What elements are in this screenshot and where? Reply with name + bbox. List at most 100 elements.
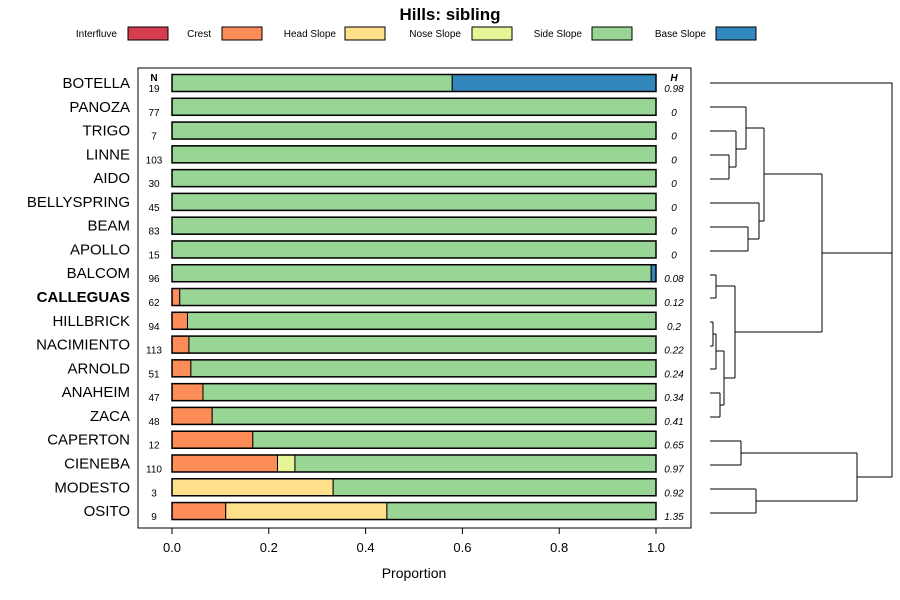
h-column-header: H xyxy=(670,73,678,84)
series-label: CAPERTON xyxy=(47,432,130,449)
n-value: 19 xyxy=(148,84,160,95)
h-value: 0 xyxy=(671,203,677,214)
bar-segment xyxy=(386,502,657,521)
n-value: 12 xyxy=(148,441,160,452)
bar-outline xyxy=(171,430,657,449)
h-value: 0 xyxy=(671,132,677,143)
bar-segment xyxy=(171,216,657,235)
bar-segment xyxy=(171,169,657,188)
h-value: 0.65 xyxy=(664,441,684,452)
h-value: 0.41 xyxy=(664,417,683,428)
bar-segment xyxy=(171,454,279,473)
legend-swatch xyxy=(344,26,386,41)
bar-segment xyxy=(171,240,657,259)
bar-segment xyxy=(186,311,657,330)
n-value: 30 xyxy=(148,179,160,190)
x-axis-label: Proportion xyxy=(382,565,447,581)
bar-segment xyxy=(171,264,652,283)
bar-segment xyxy=(171,97,657,116)
x-tick-label: 0.0 xyxy=(163,540,181,555)
series-label: BELLYSPRING xyxy=(27,194,130,211)
h-value: 0.97 xyxy=(664,464,684,475)
bar-segment xyxy=(171,74,453,92)
n-value: 77 xyxy=(148,108,160,119)
n-value: 83 xyxy=(148,227,160,238)
n-value: 7 xyxy=(151,132,157,143)
h-value: 0.12 xyxy=(664,298,684,309)
bar-segment xyxy=(171,359,192,378)
bar-segment xyxy=(179,288,657,307)
series-label: BOTELLA xyxy=(62,75,130,92)
bar-outline xyxy=(171,359,657,378)
bar-segment xyxy=(171,383,204,402)
series-label: ZACA xyxy=(90,408,130,425)
legend-label: Head Slope xyxy=(284,29,337,40)
series-label: AIDO xyxy=(93,170,130,187)
series-label: HILLBRICK xyxy=(52,313,130,330)
bar-outline xyxy=(171,216,657,235)
bar-segment xyxy=(171,145,657,164)
bar-outline xyxy=(171,121,657,140)
bar-segment xyxy=(171,121,657,140)
x-axis: 0.0 0.2 0.4 0.6 0.8 1.0 xyxy=(163,528,665,555)
series-label: BEAM xyxy=(87,218,130,235)
n-value: 48 xyxy=(148,417,160,428)
bar-outline xyxy=(171,501,657,521)
bar-outline xyxy=(171,478,657,497)
h-value: 0.98 xyxy=(664,84,684,95)
n-value: 94 xyxy=(148,322,160,333)
bar-outline xyxy=(171,73,657,93)
bar-segment xyxy=(171,478,334,497)
series-label: TRIGO xyxy=(83,123,131,140)
legend-swatch xyxy=(715,26,757,41)
series-labels: BOTELLA PANOZA TRIGO LINNE AIDO BELLYSPRING BE… xyxy=(27,75,130,520)
series-label: NACIMIENTO xyxy=(36,337,130,354)
h-value: 0 xyxy=(671,250,677,261)
bar-outline xyxy=(171,454,657,473)
bar-segment xyxy=(171,288,181,307)
bar-outline xyxy=(171,382,657,402)
legend-label: Interfluve xyxy=(76,29,118,40)
bar-segment xyxy=(451,74,657,92)
bars xyxy=(171,73,657,521)
series-label: BALCOM xyxy=(67,265,130,282)
h-value: 0.22 xyxy=(664,346,684,357)
bar-segment xyxy=(171,311,188,330)
series-label: APOLLO xyxy=(70,241,130,258)
h-value: 0 xyxy=(671,155,677,166)
bar-outline xyxy=(171,97,657,117)
dendrogram xyxy=(710,82,893,514)
bar-outline xyxy=(171,240,657,259)
legend-label: Crest xyxy=(187,29,211,40)
chart-title: Hills: sibling xyxy=(399,5,500,24)
h-value: 0 xyxy=(671,108,677,119)
series-label: OSITO xyxy=(84,503,130,520)
bar-segment xyxy=(171,502,227,521)
bar-outline xyxy=(171,168,657,188)
bar-outline xyxy=(171,406,657,426)
legend-swatch xyxy=(221,26,263,41)
bar-segment xyxy=(171,406,213,425)
series-label: ARNOLD xyxy=(67,360,130,377)
n-value: 103 xyxy=(146,155,163,166)
legend-label: Base Slope xyxy=(655,29,707,40)
series-label: ANAHEIM xyxy=(62,384,130,401)
bar-outline xyxy=(171,335,657,354)
h-value: 0.34 xyxy=(664,393,684,404)
series-label: CALLEGUAS xyxy=(37,289,130,306)
h-value: 0.92 xyxy=(664,488,684,499)
bar-segment xyxy=(171,430,254,449)
bar-outline xyxy=(171,192,657,212)
x-tick-label: 0.8 xyxy=(550,540,568,555)
series-label: LINNE xyxy=(86,146,130,163)
bar-segment xyxy=(294,454,657,473)
n-value: 9 xyxy=(151,512,157,523)
n-column-header: N xyxy=(150,73,157,84)
bar-segment xyxy=(252,430,657,449)
bar-segment xyxy=(225,502,388,521)
legend-label: Nose Slope xyxy=(409,29,461,40)
n-value: 45 xyxy=(148,203,160,214)
x-tick-label: 0.2 xyxy=(260,540,278,555)
legend-swatch xyxy=(591,26,633,41)
